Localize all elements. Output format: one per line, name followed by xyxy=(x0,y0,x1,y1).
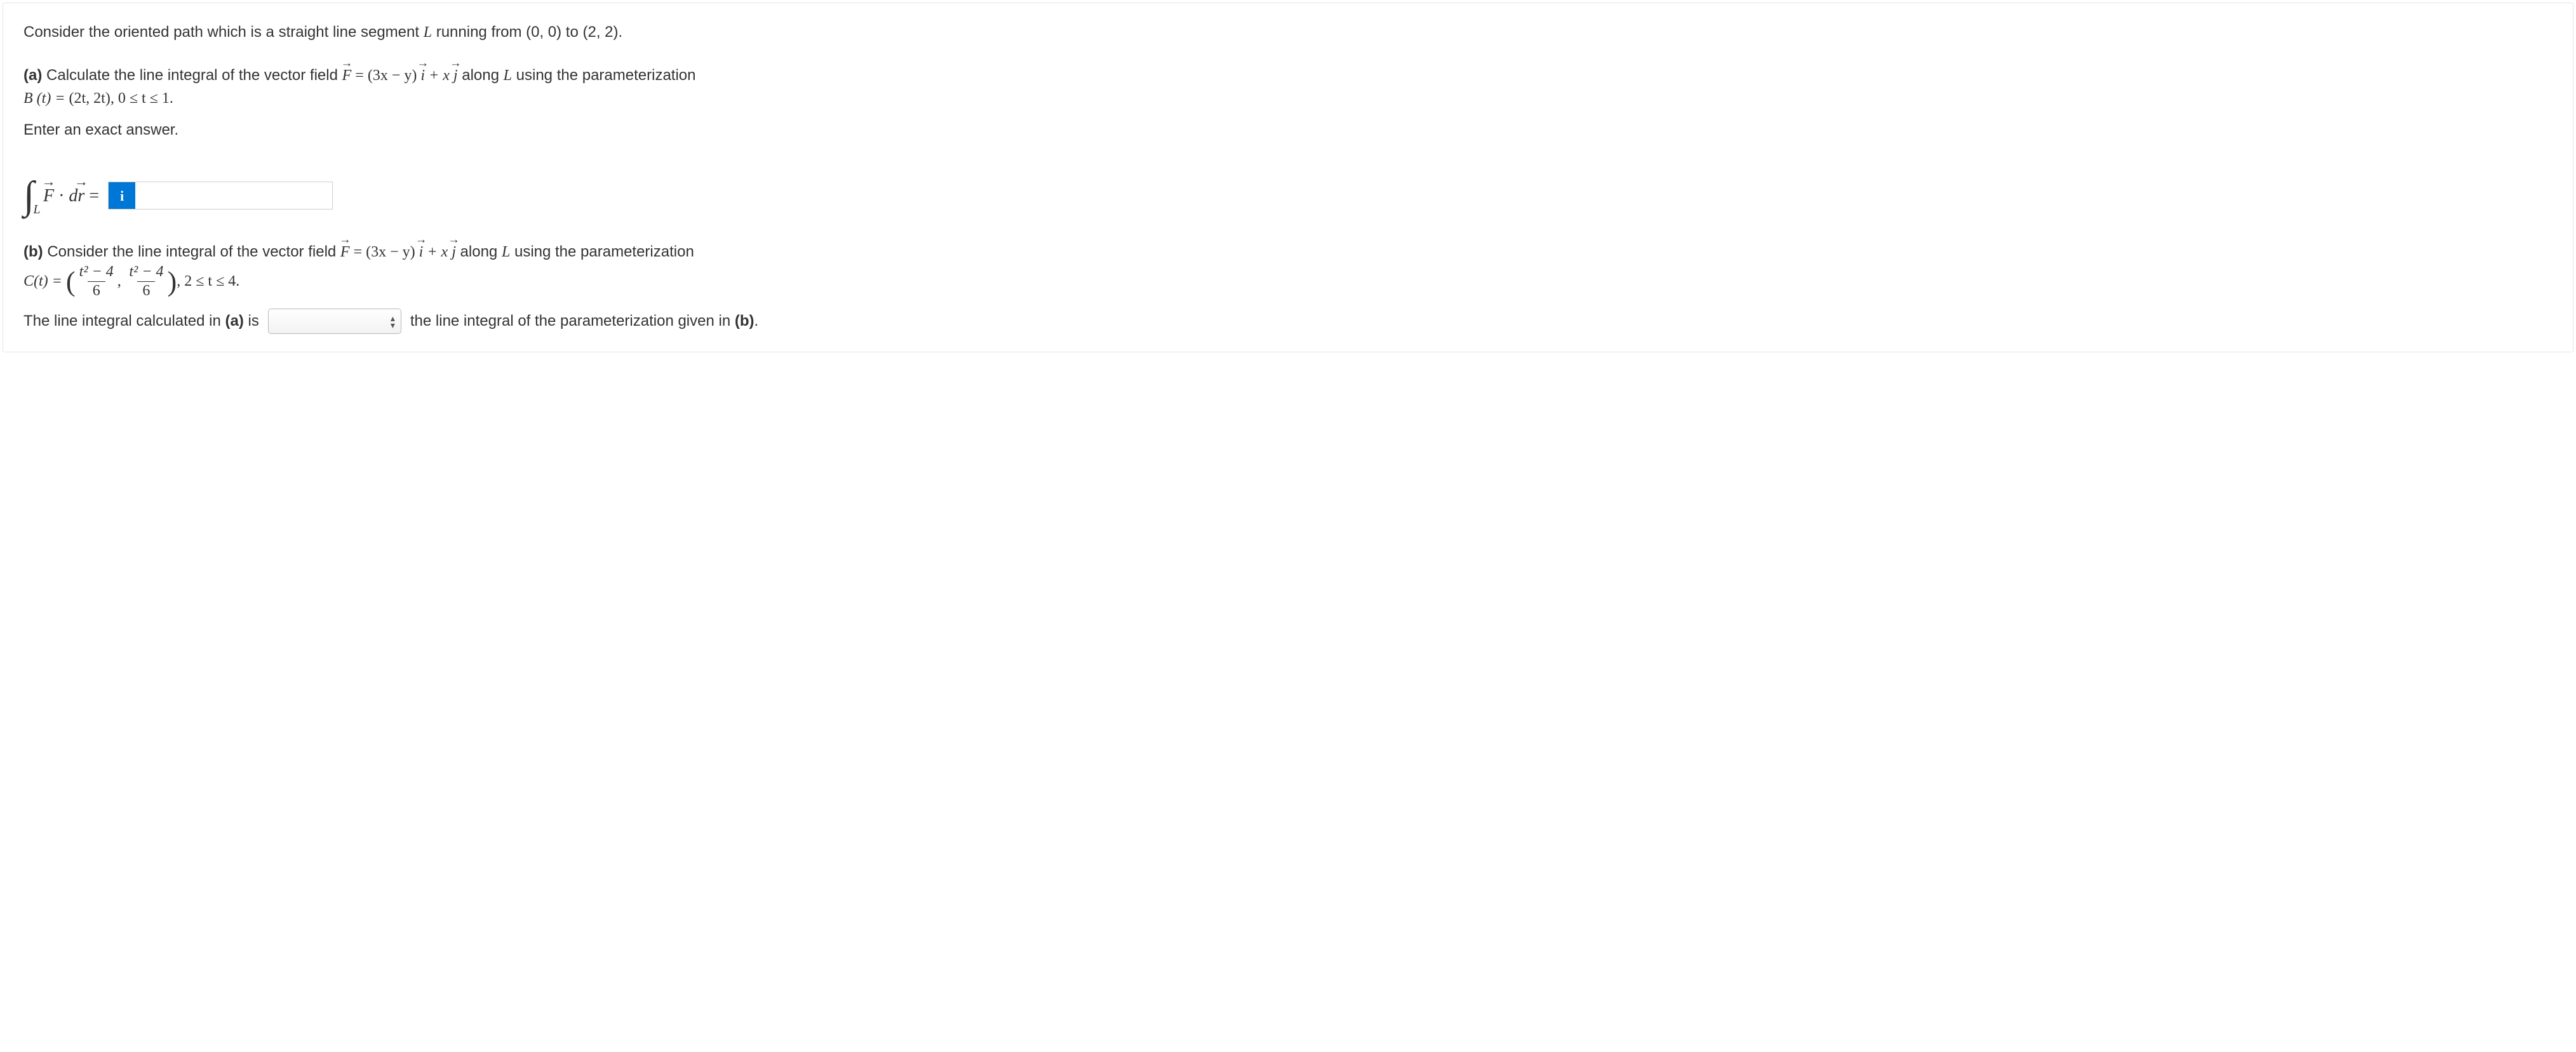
final-before-text-2: is xyxy=(244,312,259,330)
final-before-text: The line integral calculated in xyxy=(23,312,225,330)
frac1-num: t² − 4 xyxy=(77,263,116,281)
part-a-ihat: i xyxy=(420,64,425,87)
final-ref-a: (a) xyxy=(225,312,244,330)
part-b-field-pre-i: (3x − y) xyxy=(366,244,419,260)
part-b-F: F xyxy=(340,241,350,263)
part-a-F: F xyxy=(342,64,352,87)
integrand-r: r xyxy=(77,183,84,210)
integral-subscript: L xyxy=(33,204,40,216)
final-period: . xyxy=(755,312,759,330)
part-b-jhat: j xyxy=(452,241,456,263)
info-icon[interactable]: i xyxy=(109,182,135,209)
final-ref-b: (b) xyxy=(735,312,755,330)
part-a-B-rhs: (2t, 2t), 0 ≤ t ≤ 1. xyxy=(69,90,173,107)
part-b-range: , 2 ≤ t ≤ 4. xyxy=(177,273,239,290)
part-a-post1: along xyxy=(458,67,504,84)
intro-paragraph: Consider the oriented path which is a st… xyxy=(23,21,2553,44)
part-a-field-pre-i: (3x − y) xyxy=(368,67,421,84)
rparen-icon: ) xyxy=(167,265,177,297)
frac1-den: 6 xyxy=(88,281,105,300)
part-a-pre: Calculate the line integral of the vecto… xyxy=(42,67,342,84)
part-a-L: L xyxy=(504,67,512,84)
enter-exact-prompt: Enter an exact answer. xyxy=(23,119,2553,142)
comparison-row: The line integral calculated in (a) is t… xyxy=(23,309,2553,334)
intro-text-before: Consider the oriented path which is a st… xyxy=(23,23,424,41)
part-b-L: L xyxy=(502,244,510,260)
part-a-jhat: j xyxy=(453,64,458,87)
frac2-den: 6 xyxy=(137,281,155,300)
intro-text-after: running from (0, 0) to (2, 2). xyxy=(432,23,622,41)
comparison-select-wrap xyxy=(268,309,401,334)
final-after: the line integral of the parameterizatio… xyxy=(410,310,758,333)
answer-input[interactable] xyxy=(135,182,332,209)
part-b-C-lhs: C(t) = xyxy=(23,273,66,290)
frac-comma: , xyxy=(117,273,121,290)
numeric-answer-box: i xyxy=(108,182,333,210)
part-b-post2: using the parameterization xyxy=(510,243,694,260)
part-a-B-lhs: B (t) = xyxy=(23,90,69,107)
part-b-ihat: i xyxy=(419,241,424,263)
integrand-dot: · xyxy=(54,186,69,206)
integrand-F: F xyxy=(43,183,54,210)
final-after-text: the line integral of the parameterizatio… xyxy=(410,312,735,330)
fraction-1: t² − 46 xyxy=(77,263,116,300)
lparen-icon: ( xyxy=(66,265,76,297)
part-a-label: (a) xyxy=(23,67,42,84)
question-card: Consider the oriented path which is a st… xyxy=(3,3,2573,352)
part-b-label: (b) xyxy=(23,243,43,260)
comparison-select[interactable] xyxy=(268,309,401,334)
intro-L: L xyxy=(424,24,432,41)
integrand: F · dr = xyxy=(43,182,99,210)
part-b-eqsign: = xyxy=(350,244,366,260)
integral-symbol: ∫ L xyxy=(23,176,34,215)
final-before: The line integral calculated in (a) is xyxy=(23,310,259,333)
integral-answer-row: ∫ L F · dr = i xyxy=(23,176,333,215)
part-b-prompt: (b) Consider the line integral of the ve… xyxy=(23,241,2553,300)
part-b-pre: Consider the line integral of the vector… xyxy=(43,243,340,260)
part-a-eqsign: = xyxy=(351,67,368,84)
part-a-post2: using the parameterization xyxy=(512,67,696,84)
part-a-prompt: (a) Calculate the line integral of the v… xyxy=(23,64,2553,110)
part-b-post1: along xyxy=(456,243,502,260)
frac2-num: t² − 4 xyxy=(126,263,166,281)
fraction-2: t² − 46 xyxy=(126,263,166,300)
